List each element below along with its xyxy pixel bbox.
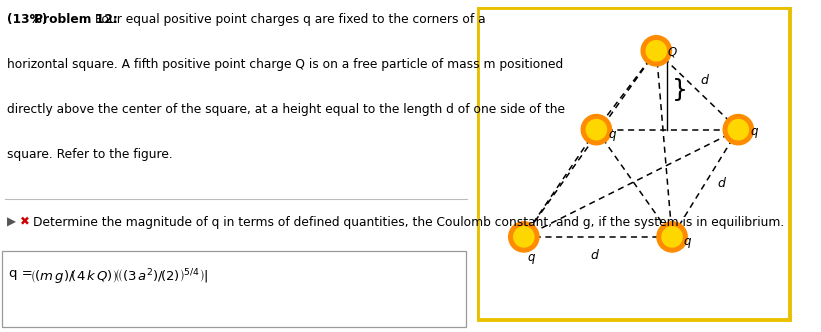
Circle shape xyxy=(581,115,612,145)
Text: $\left(\left(m\,g\right)/\!\left(4\,k\,Q\right)\right)\!\left(\!\left(\left(3\,a: $\left(\left(m\,g\right)/\!\left(4\,k\,Q… xyxy=(30,267,209,287)
Text: q: q xyxy=(750,125,758,138)
Circle shape xyxy=(646,41,667,61)
Text: ▶: ▶ xyxy=(7,216,16,229)
Text: d: d xyxy=(718,177,726,190)
Circle shape xyxy=(509,222,539,252)
Text: q: q xyxy=(683,235,690,248)
FancyBboxPatch shape xyxy=(478,8,791,320)
Text: q: q xyxy=(608,128,616,141)
Text: (13%): (13%) xyxy=(7,13,48,26)
Circle shape xyxy=(657,222,687,252)
Text: square. Refer to the figure.: square. Refer to the figure. xyxy=(7,148,172,161)
Text: Four equal positive point charges q are fixed to the corners of a: Four equal positive point charges q are … xyxy=(91,13,486,26)
Text: d: d xyxy=(591,249,599,262)
Circle shape xyxy=(514,227,534,247)
Text: q: q xyxy=(527,251,534,264)
Circle shape xyxy=(641,36,672,66)
Text: Problem 12:: Problem 12: xyxy=(34,13,118,26)
Text: horizontal square. A fifth positive point charge Q is on a free particle of mass: horizontal square. A fifth positive poin… xyxy=(7,58,563,71)
Text: ✖: ✖ xyxy=(20,216,30,229)
Text: Q: Q xyxy=(667,46,677,59)
FancyBboxPatch shape xyxy=(2,251,466,327)
Circle shape xyxy=(728,120,749,140)
Text: d: d xyxy=(700,74,709,87)
Text: directly above the center of the square, at a height equal to the length d of on: directly above the center of the square,… xyxy=(7,103,565,116)
Circle shape xyxy=(723,115,754,145)
Text: Determine the magnitude of q in terms of defined quantities, the Coulomb constan: Determine the magnitude of q in terms of… xyxy=(33,216,784,229)
Circle shape xyxy=(662,227,682,247)
Text: }: } xyxy=(672,78,688,102)
Text: q =: q = xyxy=(9,267,38,280)
Circle shape xyxy=(586,120,607,140)
